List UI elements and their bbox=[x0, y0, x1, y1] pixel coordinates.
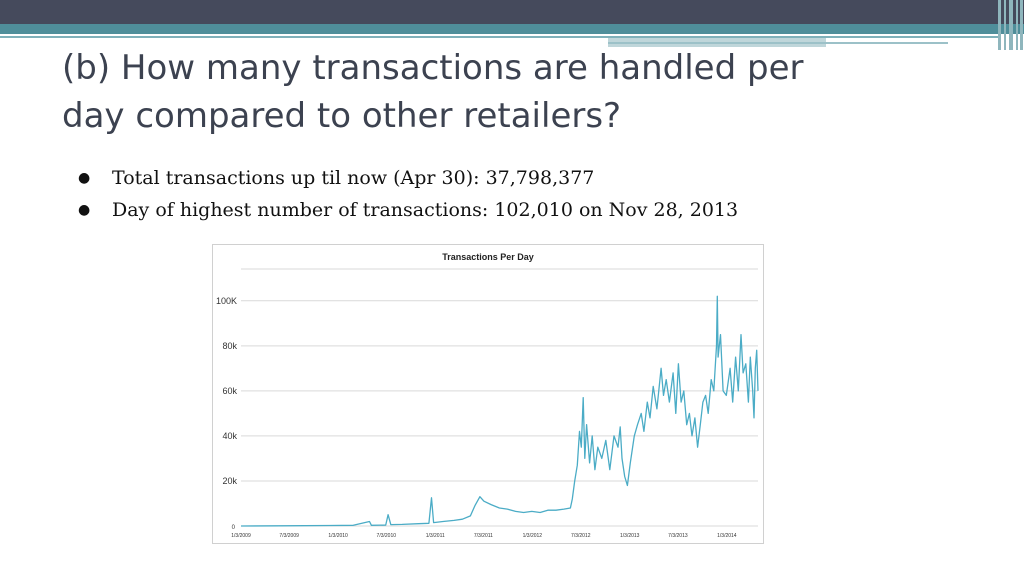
x-tick-label: 1/3/2014 bbox=[717, 533, 737, 539]
bullet-list: ● Total transactions up til now (Apr 30)… bbox=[78, 162, 738, 226]
header-rule bbox=[0, 36, 1000, 38]
x-tick-label: 1/3/2009 bbox=[231, 533, 251, 539]
x-tick-label: 7/3/2009 bbox=[279, 533, 299, 539]
bullet-item: ● Day of highest number of transactions:… bbox=[78, 194, 738, 226]
y-tick-label: 80k bbox=[222, 341, 237, 351]
chart-title: Transactions Per Day bbox=[442, 252, 534, 262]
x-tick-label: 7/3/2012 bbox=[571, 533, 591, 539]
y-tick-label: 20k bbox=[222, 476, 237, 486]
x-tick-label: 1/3/2010 bbox=[328, 533, 348, 539]
bullet-item: ● Total transactions up til now (Apr 30)… bbox=[78, 162, 738, 194]
bullet-text: Day of highest number of transactions: 1… bbox=[112, 199, 739, 221]
y-tick-label: 60k bbox=[222, 386, 237, 396]
x-tick-label: 1/3/2013 bbox=[620, 533, 640, 539]
series-line bbox=[240, 295, 759, 527]
x-tick-label: 7/3/2013 bbox=[668, 533, 688, 539]
slide-title: (b) How many transactions are handled pe… bbox=[62, 44, 962, 140]
x-tick-label: 1/3/2012 bbox=[523, 533, 543, 539]
y-tick-label: 0 bbox=[232, 525, 236, 531]
slide-title-line-1: (b) How many transactions are handled pe… bbox=[62, 48, 804, 88]
x-tick-label: 7/3/2010 bbox=[377, 533, 397, 539]
bullet-dot: ● bbox=[78, 202, 91, 218]
y-tick-label: 100K bbox=[216, 296, 237, 306]
slide-title-line-2: day compared to other retailers? bbox=[62, 96, 622, 136]
x-tick-label: 1/3/2011 bbox=[426, 533, 445, 539]
bullet-text: Total transactions up til now (Apr 30): … bbox=[112, 167, 595, 189]
transactions-chart: Transactions Per Day 0 20k 40k 60k 80k 100K 1… bbox=[216, 252, 759, 539]
bullet-dot: ● bbox=[78, 170, 91, 186]
header-accent-band bbox=[0, 24, 1024, 34]
header-bar bbox=[0, 0, 1024, 24]
header-accent-line bbox=[608, 42, 948, 44]
y-tick-label: 40k bbox=[222, 431, 237, 441]
x-tick-label: 7/3/2011 bbox=[474, 533, 493, 539]
header-corner-strips bbox=[996, 0, 1024, 50]
chart-frame: Transactions Per Day 0 20k 40k 60k 80k 100K 1… bbox=[212, 244, 764, 544]
